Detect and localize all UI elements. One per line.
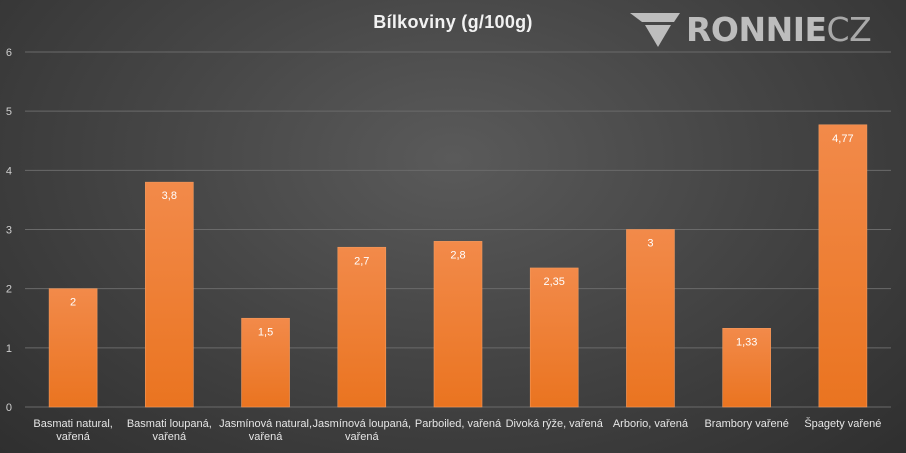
bar [818, 124, 868, 408]
logo-main-text: RONNIE [686, 10, 827, 49]
data-label: 2,7 [354, 255, 369, 267]
y-tick-label: 6 [6, 47, 12, 59]
ronnie-logo: RONNIECZ [630, 9, 892, 51]
y-tick-label: 0 [6, 402, 12, 414]
y-tick-label: 5 [6, 106, 12, 118]
category-label: Brambory vařené [704, 418, 788, 430]
y-tick-label: 3 [6, 225, 12, 237]
bar [337, 246, 387, 408]
category-label: vařená [249, 431, 284, 443]
logo-suffix-text: CZ [826, 10, 872, 49]
data-label: 2,8 [450, 249, 465, 261]
data-label: 3 [647, 238, 653, 250]
logo-text: RONNIECZ [686, 9, 872, 51]
y-tick-label: 4 [6, 165, 12, 177]
data-label: 1,5 [258, 326, 273, 338]
y-tick-label: 1 [6, 343, 12, 355]
data-label: 4,77 [832, 133, 853, 145]
bar [241, 317, 290, 408]
y-axis-ticks: 0 1 2 3 4 5 6 [6, 47, 12, 414]
y-tick-label: 2 [6, 284, 12, 296]
data-label: 1,33 [736, 336, 757, 348]
bar [145, 181, 194, 408]
data-labels: 2 3,8 1,5 2,7 2,8 2,35 3 1,33 4,77 [70, 133, 854, 349]
category-label: Jasmínová loupaná, [313, 418, 411, 430]
category-label: vařená [345, 431, 380, 443]
category-label: Jasmínová natural, [219, 418, 312, 430]
category-label: Divoká rýže, vařená [506, 418, 604, 430]
bar [48, 288, 98, 408]
bar [722, 328, 771, 408]
data-label: 3,8 [162, 190, 177, 202]
category-label: Špagety vařené [804, 417, 881, 430]
bars [48, 124, 868, 408]
bar [529, 267, 579, 408]
bar [626, 229, 675, 408]
category-label: Basmati natural, [33, 418, 112, 430]
category-label: Arborio, vařená [613, 418, 689, 430]
category-label: vařená [153, 431, 188, 443]
data-label: 2 [70, 297, 76, 309]
bar [433, 241, 483, 408]
category-label: Basmati loupaná, [127, 418, 212, 430]
category-label: vařená [56, 431, 91, 443]
category-label: Parboiled, vařená [415, 418, 502, 430]
data-label: 2,35 [544, 276, 565, 288]
chart-title: Bílkoviny (g/100g) [373, 12, 533, 32]
ronnie-chevron-icon [630, 13, 680, 47]
